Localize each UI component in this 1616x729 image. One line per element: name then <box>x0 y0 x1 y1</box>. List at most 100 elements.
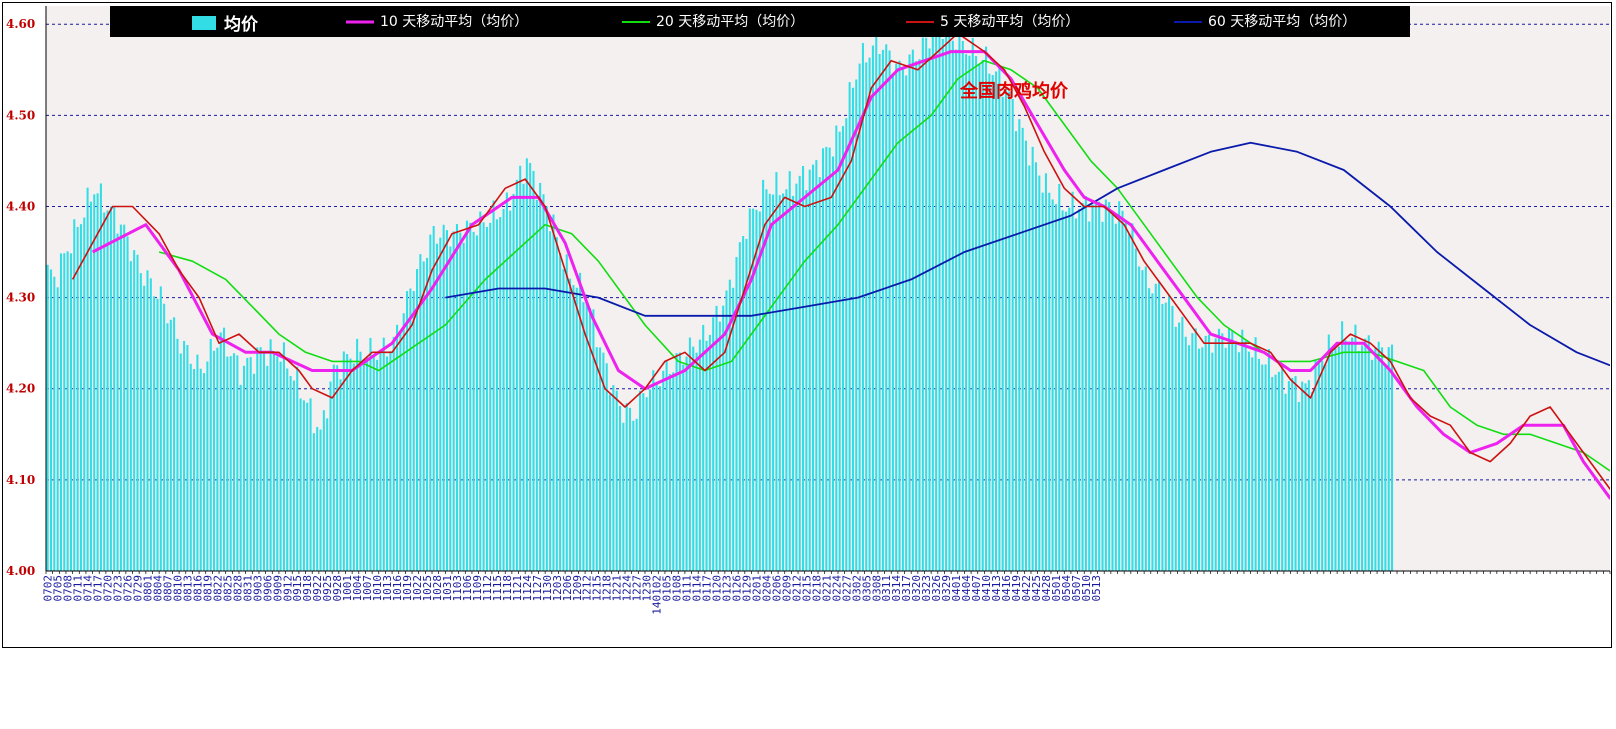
price-bar <box>755 209 758 571</box>
x-tick-label: 0825 <box>221 575 234 602</box>
price-bar <box>299 398 302 571</box>
price-bar <box>76 226 79 571</box>
price-bar <box>609 394 612 571</box>
x-tick-label: 0501 <box>1050 575 1063 602</box>
price-bar <box>416 269 419 571</box>
price-bar <box>489 222 492 571</box>
price-bar <box>53 276 56 571</box>
price-bar <box>599 347 602 571</box>
price-bar <box>352 363 355 571</box>
price-bar <box>961 40 964 571</box>
price-bar <box>269 339 272 571</box>
price-bar <box>1041 192 1044 571</box>
price-bar <box>891 73 894 571</box>
price-bar <box>565 254 568 571</box>
price-bar <box>818 177 821 571</box>
x-tick-label: 1118 <box>501 575 514 602</box>
price-bar <box>519 165 522 571</box>
x-tick-label: 0212 <box>790 575 803 602</box>
price-bar <box>722 305 725 571</box>
price-bar <box>1071 191 1074 571</box>
price-bar <box>725 290 728 571</box>
price-bar <box>658 386 661 571</box>
price-bar <box>525 158 528 571</box>
price-bar <box>136 254 139 571</box>
y-tick-label: 4.40 <box>6 199 35 213</box>
price-bar <box>1191 333 1194 571</box>
price-bar <box>1128 233 1131 571</box>
price-bar <box>336 365 339 571</box>
price-bar <box>765 189 768 571</box>
x-tick-label: 0401 <box>950 575 963 602</box>
price-bar <box>485 226 488 571</box>
price-bar <box>938 24 941 571</box>
x-tick-label: 0317 <box>900 575 913 602</box>
price-bar <box>183 340 186 571</box>
x-tick-label: 0323 <box>920 575 933 602</box>
price-bar <box>948 25 951 571</box>
price-bar <box>356 338 359 571</box>
x-tick-label: 0311 <box>880 575 893 602</box>
price-bar <box>1234 340 1237 571</box>
price-bar <box>878 53 881 571</box>
price-bar <box>951 40 954 571</box>
price-bar <box>479 211 482 571</box>
price-bar <box>559 253 562 571</box>
x-tick-label: 0329 <box>940 575 953 602</box>
price-bar <box>682 364 685 571</box>
price-bar <box>266 365 269 571</box>
price-bar <box>1068 207 1071 571</box>
price-bar <box>1008 91 1011 571</box>
price-bar <box>665 360 668 571</box>
legend-label-ma20: 20 天移动平均（均价） <box>656 14 804 30</box>
price-bar <box>455 224 458 571</box>
x-tick-label: 0105 <box>661 575 674 602</box>
price-bar <box>116 233 119 571</box>
price-bar <box>592 309 595 571</box>
price-bar <box>635 418 638 571</box>
price-bar <box>396 324 399 571</box>
x-tick-label: 0407 <box>970 575 983 602</box>
price-bar <box>279 361 282 571</box>
price-bar <box>1094 200 1097 571</box>
price-bar <box>935 18 938 571</box>
price-bar <box>1214 338 1217 571</box>
x-tick-label: 1224 <box>621 575 634 602</box>
price-bar <box>452 231 455 571</box>
x-tick-label: 0422 <box>1020 575 1033 602</box>
price-bar <box>339 379 342 571</box>
price-bar <box>745 238 748 571</box>
x-tick-label: 0410 <box>980 575 993 602</box>
price-bar <box>1297 402 1300 571</box>
price-bar <box>173 317 176 571</box>
x-tick-label: 0314 <box>890 575 903 602</box>
price-bar <box>549 231 552 571</box>
price-bar <box>612 385 615 571</box>
price-bar <box>1374 347 1377 571</box>
price-bar <box>342 351 345 571</box>
price-bar <box>242 365 246 571</box>
price-bar <box>386 356 389 571</box>
price-bar <box>99 183 102 571</box>
price-bar <box>196 354 199 571</box>
price-bar <box>732 287 735 571</box>
price-bar <box>881 49 884 571</box>
x-tick-label: 1212 <box>581 575 594 602</box>
price-bar <box>955 49 958 571</box>
x-tick-label: 0114 <box>691 575 704 602</box>
price-bar <box>851 87 854 571</box>
price-bar <box>1081 202 1084 571</box>
price-bar <box>46 264 49 571</box>
x-tick-label: 0726 <box>122 575 135 602</box>
x-tick-label: 1112 <box>481 575 494 602</box>
price-bar <box>1341 321 1344 571</box>
price-bar <box>89 201 92 571</box>
x-tick-label: 0918 <box>301 575 314 602</box>
price-bar <box>1281 363 1284 571</box>
y-tick-label: 4.00 <box>6 564 35 578</box>
price-bar <box>176 338 179 571</box>
price-bar <box>625 403 628 571</box>
price-bar <box>1051 199 1054 571</box>
price-bar <box>236 355 239 571</box>
price-bar <box>239 384 242 571</box>
